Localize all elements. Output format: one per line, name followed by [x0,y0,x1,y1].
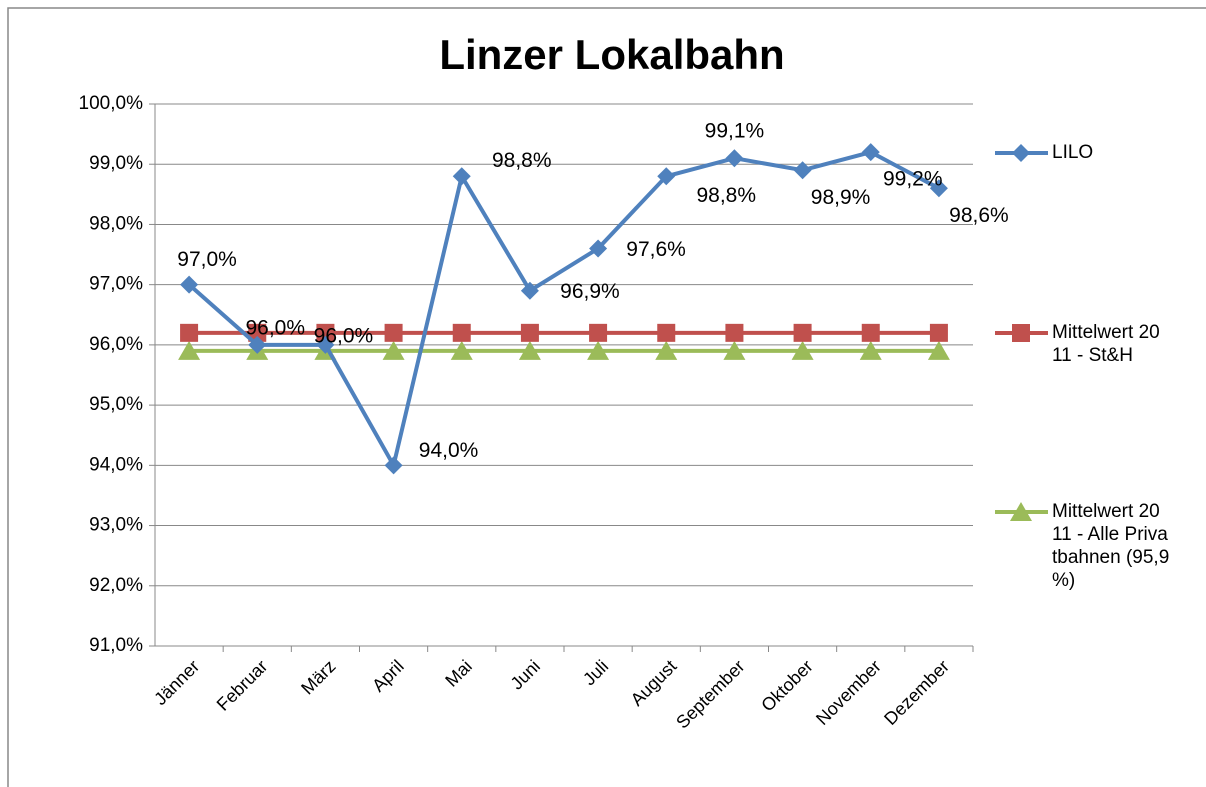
data-label: 98,6% [949,204,1009,227]
point [589,239,608,258]
point [178,340,201,360]
y-tick-label: 95,0% [89,394,143,415]
point [248,323,267,342]
point [927,340,950,360]
y-tick-label: 94,0% [89,454,143,475]
y-tick-label: 98,0% [89,213,143,234]
point [384,323,403,342]
point [793,161,812,180]
point [859,340,882,360]
point [520,281,539,300]
legend-label: Mittelwert 2011 - Alle Privatbahnen (95,… [1052,501,1170,591]
series-line [187,150,940,471]
point [382,340,405,360]
point [657,167,676,186]
legend-item: Mittelwert 2011 - St&H [1052,322,1160,366]
legend-item: LILO [1052,142,1094,163]
point [587,340,610,360]
point [725,323,744,342]
point [518,340,541,360]
legend-label: LILO [1052,142,1094,163]
point [180,323,199,342]
point [316,323,335,342]
point [655,340,678,360]
data-label: 97,0% [177,248,237,271]
frame [7,7,1206,787]
point [1012,324,1030,342]
point [1012,144,1030,162]
data-label: 98,8% [492,149,552,172]
point [452,167,471,186]
legend-item: Mittelwert 2011 - Alle Privatbahnen (95,… [1052,501,1170,591]
point [723,340,746,360]
data-label: 99,1% [705,120,765,143]
data-label: 94,0% [419,439,479,462]
y-tick-label: 96,0% [89,334,143,355]
data-label: 99,2% [883,168,943,191]
y-tick-label: 92,0% [89,575,143,596]
point [793,323,812,342]
legend-label: Mittelwert 2011 - St&H [1052,322,1160,366]
data-label: 96,9% [560,280,620,303]
y-tick-label: 93,0% [89,515,143,536]
point [384,456,403,475]
point [520,323,539,342]
y-tick-label: 99,0% [89,153,143,174]
point [450,340,473,360]
point [929,179,948,198]
point [1010,502,1032,521]
y-tick-label: 97,0% [89,274,143,295]
point [657,323,676,342]
point [929,323,948,342]
point [861,323,880,342]
y-tick-label: 91,0% [89,635,143,656]
point [589,323,608,342]
point [861,143,880,162]
data-label: 98,8% [696,184,756,207]
data-label: 97,6% [626,238,686,261]
y-tick-label: 100,0% [79,93,144,114]
data-label: 98,9% [811,186,871,209]
point [452,323,471,342]
point [725,149,744,168]
chart-title: Linzer Lokalbahn [439,31,784,78]
data-label: 96,0% [245,316,305,339]
point [791,340,814,360]
point [316,335,335,354]
point [248,335,267,354]
data-label: 96,0% [314,324,374,347]
point [180,275,199,294]
